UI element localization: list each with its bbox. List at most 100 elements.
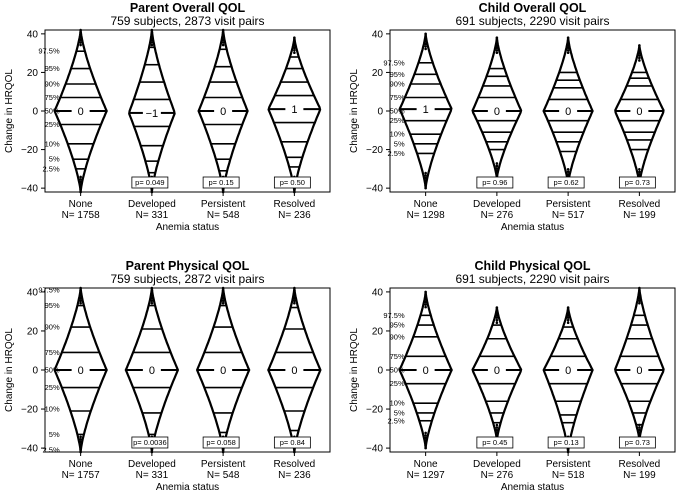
outlier-point <box>638 296 641 300</box>
outlier-point <box>79 190 82 194</box>
outlier-point <box>79 43 82 47</box>
n-label: N= 331 <box>136 210 169 221</box>
x-tick-label: Resolved <box>274 199 316 210</box>
outlier-point <box>424 174 427 177</box>
outlier-point <box>79 185 82 189</box>
median-label: 0 <box>220 106 226 118</box>
outlier-point <box>79 445 82 449</box>
outlier-point <box>293 448 296 451</box>
outlier-point <box>495 167 499 170</box>
percentile-label: 95% <box>390 70 405 79</box>
outlier-point <box>150 296 154 300</box>
outlier-point <box>221 289 225 292</box>
y-tick-label: −40 <box>366 184 383 195</box>
outlier-point <box>424 303 427 306</box>
median-label: 0 <box>78 106 84 118</box>
outlier-point <box>150 31 154 34</box>
p-value-box <box>273 436 311 449</box>
y-tick-label: −40 <box>366 444 383 455</box>
p-value-label: p= 0.45 <box>482 438 507 447</box>
outlier-point <box>150 289 154 292</box>
percentile-label: 10% <box>45 139 60 148</box>
outlier-point <box>221 36 225 39</box>
outlier-point <box>638 170 641 174</box>
y-tick-label: 0 <box>377 107 383 118</box>
outlier-point <box>566 38 570 42</box>
outlier-point <box>150 448 154 451</box>
outlier-point <box>566 313 570 317</box>
outlier-point <box>79 440 82 444</box>
outlier-point <box>221 448 225 451</box>
outlier-point <box>293 301 296 305</box>
x-tick-label: None <box>69 459 93 470</box>
outlier-point <box>424 176 427 180</box>
n-label: N= 331 <box>136 470 169 481</box>
outlier-point <box>221 450 225 454</box>
outlier-point <box>150 301 154 305</box>
outlier-point <box>495 48 499 52</box>
outlier-point <box>638 167 641 171</box>
outlier-point <box>638 294 641 297</box>
outlier-point <box>638 428 641 432</box>
outlier-point <box>495 316 499 319</box>
outlier-point <box>495 162 499 165</box>
p-value-box <box>202 436 240 449</box>
outlier-point <box>566 170 570 174</box>
percentile-label: 2.5% <box>388 416 405 425</box>
chart-title: Child Physical QOL <box>475 259 591 273</box>
y-axis-label: Change in HRQOL <box>349 69 360 153</box>
p-value-label: p= 0.049 <box>135 178 164 187</box>
outlier-point <box>150 36 154 39</box>
p-value-box <box>476 436 514 449</box>
n-label: N= 276 <box>481 470 514 481</box>
outlier-point <box>638 289 641 292</box>
outlier-point <box>150 33 154 37</box>
outlier-point <box>495 308 499 312</box>
outlier-point <box>566 46 570 50</box>
x-tick-label: Developed <box>473 459 521 470</box>
percentile-label: 25% <box>45 120 60 129</box>
outlier-point <box>221 188 225 191</box>
outlier-point <box>566 316 570 319</box>
outlier-point <box>150 286 154 290</box>
p-value-box <box>547 436 585 449</box>
y-tick-label: −40 <box>21 184 38 195</box>
y-axis-label: Change in HRQOL <box>349 328 360 412</box>
outlier-point <box>424 295 427 299</box>
outlier-point <box>221 33 225 37</box>
chart-subtitle: 691 subjects, 2290 visit pairs <box>455 272 609 286</box>
percentile-label: 90% <box>390 80 405 89</box>
percentile-label: 5% <box>49 430 60 439</box>
outlier-point <box>424 444 427 447</box>
outlier-point <box>150 294 154 297</box>
p-value-box <box>273 176 311 189</box>
p-value-label: p= 0.73 <box>625 178 650 187</box>
outlier-point <box>495 36 499 40</box>
n-label: N= 199 <box>623 210 656 221</box>
outlier-point <box>424 290 427 294</box>
percentile-label: 50% <box>45 366 60 375</box>
percentile-label: 25% <box>390 379 405 388</box>
p-value-label: p= 0.13 <box>554 438 579 447</box>
median-label: 0 <box>565 365 571 377</box>
outlier-point <box>150 291 154 295</box>
percentile-label: 50% <box>390 107 405 116</box>
median-label: 0 <box>149 365 155 377</box>
percentile-label: 10% <box>45 405 60 414</box>
percentile-label: 90% <box>45 80 60 89</box>
outlier-point <box>566 172 570 176</box>
outlier-point <box>495 41 499 45</box>
x-tick-label: Persistent <box>201 459 246 470</box>
outlier-point <box>495 321 499 325</box>
outlier-point <box>221 299 225 302</box>
chart-subtitle: 759 subjects, 2873 visit pairs <box>110 14 264 28</box>
outlier-point <box>79 175 82 179</box>
n-label: N= 518 <box>552 470 585 481</box>
percentile-label: 97.5% <box>38 47 60 56</box>
p-value-box <box>547 176 585 189</box>
median-label: 0 <box>565 106 571 118</box>
